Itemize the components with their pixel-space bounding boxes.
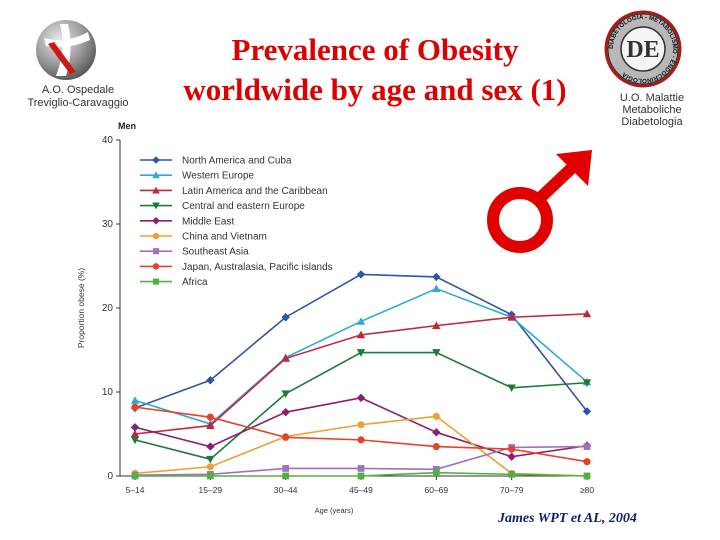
y-tick-label: 10 (102, 387, 114, 398)
legend-label: Africa (182, 277, 208, 288)
data-point (583, 472, 591, 480)
legend-label: Western Europe (182, 171, 255, 182)
y-tick-label: 0 (107, 471, 113, 482)
hospital-name: A.O. Ospedale Treviglio-Caravaggio (6, 84, 150, 110)
panel-label: Men (118, 121, 136, 131)
legend-marker (152, 156, 160, 164)
data-point (432, 428, 441, 437)
data-point (582, 309, 592, 318)
legend-marker (152, 217, 160, 225)
legend-label: Southeast Asia (182, 247, 249, 258)
title-line2: worldwide by age and sex (1) (183, 72, 567, 107)
data-point (507, 384, 516, 392)
data-point (356, 349, 366, 357)
data-point (432, 469, 440, 476)
data-point (131, 472, 139, 480)
data-point (356, 270, 366, 279)
data-point (357, 421, 365, 429)
data-point (282, 472, 290, 480)
unit-name-line3: Diabetologia (621, 116, 683, 128)
data-point (507, 452, 516, 461)
data-point (432, 321, 441, 329)
legend-marker (152, 186, 160, 194)
data-point (582, 407, 592, 416)
legend-label: Latin America and the Caribbean (182, 186, 328, 197)
data-point (356, 393, 366, 403)
data-point (206, 442, 215, 451)
data-point (583, 458, 591, 466)
data-point (507, 313, 516, 321)
data-point (356, 317, 366, 325)
data-point (432, 284, 441, 293)
data-point (583, 443, 591, 450)
unit-name-line2: Metaboliche (622, 104, 682, 116)
data-point (282, 433, 290, 441)
x-tick-label: 60–69 (425, 485, 449, 495)
data-point (281, 390, 290, 398)
legend-marker (152, 248, 160, 255)
data-point (508, 445, 516, 453)
x-tick-label: 70–79 (500, 485, 524, 495)
data-point (130, 436, 140, 445)
male-symbol-icon (487, 150, 592, 253)
data-point (281, 313, 290, 322)
data-point (130, 429, 140, 438)
legend-marker (152, 278, 160, 285)
data-point (206, 472, 214, 480)
data-point (206, 413, 214, 421)
obesity-line-chart: 0 10 20 30 40 5–14 15–29 30–44 45–49 60–69 70–79 ≥8… (76, 135, 594, 515)
y-axis-label: Proportion obese (%) (76, 268, 86, 348)
legend-marker (152, 232, 160, 240)
legend-label: Central and eastern Europe (182, 201, 305, 212)
data-point (357, 436, 365, 444)
title-line1: Prevalence of Obesity (231, 32, 519, 67)
legend-marker (152, 171, 160, 179)
data-point (206, 463, 214, 471)
x-tick-label: 5–14 (126, 485, 145, 495)
data-point (130, 423, 140, 432)
data-point (432, 272, 441, 282)
legend-label: China and Vietnam (182, 232, 267, 243)
data-point (432, 443, 440, 451)
y-tick-label: 20 (102, 303, 114, 314)
diabetology-seal: DIABETOLOGIA - METABOLISMO - ENDOCRINOLO… (604, 10, 682, 88)
data-point (281, 407, 290, 417)
data-point (281, 354, 290, 362)
legend-marker (152, 263, 160, 270)
x-axis-label: Age (years) (315, 506, 354, 515)
data-point (206, 376, 215, 385)
hospital-name-line1: A.O. Ospedale (41, 84, 115, 96)
legend-marker (152, 202, 160, 210)
series-line (134, 273, 588, 412)
data-point (206, 455, 215, 464)
data-point (357, 465, 365, 472)
data-point (508, 470, 516, 478)
legend-label: North America and Cuba (182, 156, 292, 167)
x-tick-label: 15–29 (199, 485, 223, 495)
data-point (131, 403, 139, 411)
data-point (282, 465, 290, 472)
x-tick-label: 30–44 (274, 485, 298, 495)
hospital-name-line2: Treviglio-Caravaggio (27, 97, 129, 109)
data-point (206, 421, 215, 429)
legend-label: Middle East (182, 216, 234, 227)
data-point (356, 330, 366, 339)
data-point (432, 349, 441, 357)
data-point (357, 472, 365, 480)
hospital-logo (36, 20, 96, 80)
data-point (582, 379, 592, 387)
page-title: Prevalence of Obesity worldwide by age a… (150, 30, 600, 110)
unit-name: U.O. Malattie Metaboliche Diabetologia (602, 92, 702, 128)
y-tick-label: 30 (102, 219, 114, 230)
x-tick-label: 45–49 (349, 485, 373, 495)
legend-label: Japan, Australasia, Pacific islands (182, 262, 333, 273)
x-tick-label: ≥80 (580, 485, 594, 495)
y-tick-label: 40 (102, 135, 114, 146)
citation: James WPT et AL, 2004 (498, 511, 637, 526)
data-point (130, 396, 140, 404)
data-point (432, 412, 440, 420)
seal-monogram: DE (626, 37, 659, 63)
unit-name-line1: U.O. Malattie (619, 92, 685, 104)
series-line (134, 406, 588, 463)
